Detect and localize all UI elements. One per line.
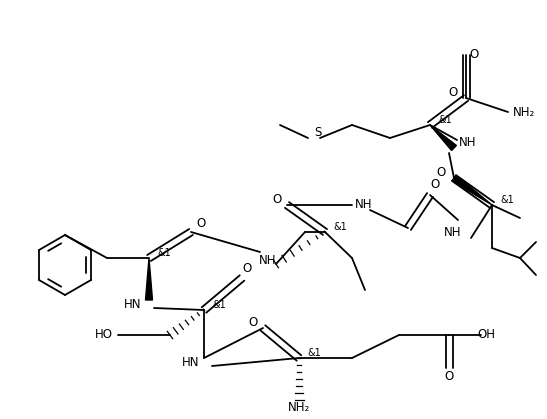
Text: O: O [242, 261, 252, 274]
Text: O: O [273, 194, 282, 207]
Text: NH: NH [259, 254, 277, 267]
Text: &1: &1 [307, 348, 321, 358]
Text: &1: &1 [333, 222, 347, 232]
Text: HN: HN [182, 357, 199, 370]
Text: HN: HN [124, 298, 141, 311]
Text: NH₂: NH₂ [513, 106, 536, 119]
Text: O: O [469, 49, 479, 62]
Polygon shape [452, 175, 492, 205]
Text: O: O [437, 166, 446, 179]
Polygon shape [146, 258, 153, 300]
Text: NH: NH [355, 199, 373, 212]
Text: O: O [449, 86, 458, 99]
Text: NH: NH [444, 227, 461, 240]
Text: NH₂: NH₂ [288, 401, 310, 414]
Text: S: S [315, 127, 322, 140]
Polygon shape [430, 125, 456, 150]
Text: HO: HO [95, 328, 113, 341]
Text: NH: NH [459, 137, 476, 150]
Text: OH: OH [477, 328, 495, 341]
Text: &1: &1 [157, 248, 171, 258]
Text: &1: &1 [500, 195, 514, 205]
Text: O: O [249, 316, 258, 329]
Text: O: O [430, 178, 440, 191]
Text: O: O [196, 217, 206, 230]
Text: &1: &1 [438, 115, 452, 125]
Text: O: O [444, 370, 453, 383]
Text: &1: &1 [212, 300, 226, 310]
